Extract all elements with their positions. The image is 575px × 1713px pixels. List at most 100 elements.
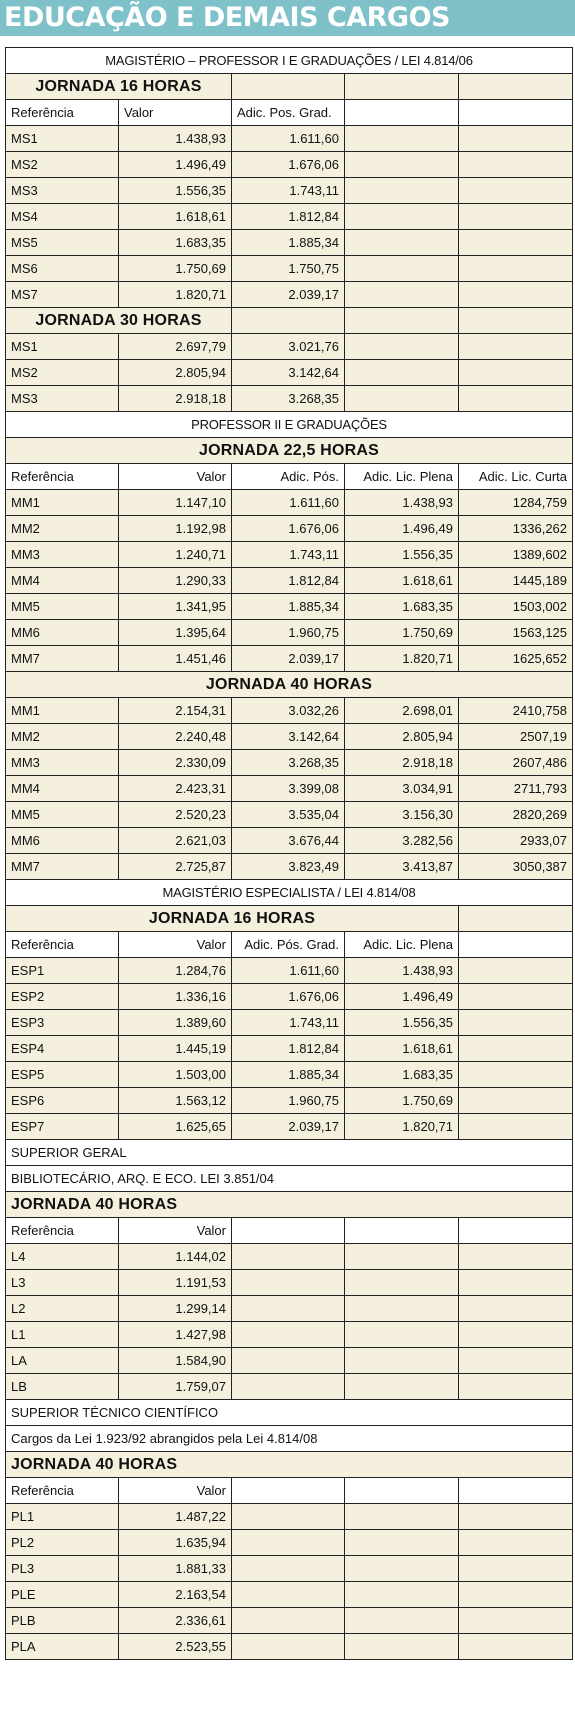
section-header-row: Cargos da Lei 1.923/92 abrangidos pela L… xyxy=(4,1425,574,1452)
reference-cell: MM2 xyxy=(5,723,119,750)
value-cell xyxy=(344,1633,459,1660)
value-cell xyxy=(231,1581,345,1608)
value-cell xyxy=(457,1295,574,1322)
value-cell xyxy=(231,1295,345,1322)
table-row: MM6 2.621,03 3.676,44 3.282,56 2933,07 xyxy=(5,827,574,854)
reference-cell: ESP4 xyxy=(5,1035,119,1062)
value-cell: 1.487,22 xyxy=(118,1503,232,1530)
value-cell: 3.535,04 xyxy=(231,801,345,828)
value-cell xyxy=(457,1581,574,1608)
table-row: MS7 1.820,71 2.039,17 xyxy=(5,281,574,308)
column-header: Adic. Pós. xyxy=(231,463,345,490)
section-header-row: BIBLIOTECÁRIO, ARQ. E ECO. LEI 3.851/04 xyxy=(4,1165,574,1192)
value-cell: 1.584,90 xyxy=(118,1347,232,1374)
value-cell xyxy=(457,1347,574,1374)
value-cell: 2.520,23 xyxy=(118,801,232,828)
value-cell: 1.389,60 xyxy=(118,1009,232,1036)
value-cell: 3.032,26 xyxy=(231,697,345,724)
reference-cell: MM1 xyxy=(5,489,119,516)
value-cell: 1.618,61 xyxy=(118,203,232,230)
column-header xyxy=(457,1217,574,1244)
value-cell: 1.611,60 xyxy=(231,125,345,152)
reference-cell: ESP7 xyxy=(5,1113,119,1140)
reference-cell: MS2 xyxy=(5,151,119,178)
section-header: PROFESSOR II E GRADUAÇÕES xyxy=(4,411,574,438)
value-cell: 1.299,14 xyxy=(118,1295,232,1322)
column-header: Valor xyxy=(118,931,232,958)
table-row: MM5 2.520,23 3.535,04 3.156,30 2820,269 xyxy=(5,801,574,828)
column-header: Valor xyxy=(118,463,232,490)
table-row: MM7 2.725,87 3.823,49 3.413,87 3050,387 xyxy=(5,853,574,880)
table-cell xyxy=(231,307,345,334)
value-cell: 1.556,35 xyxy=(344,1009,459,1036)
value-cell: 1.750,69 xyxy=(118,255,232,282)
table-row: ESP1 1.284,76 1.611,60 1.438,93 xyxy=(5,957,574,984)
column-header xyxy=(231,1217,345,1244)
column-header xyxy=(457,1477,574,1504)
table-row: PLA 2.523,55 xyxy=(5,1633,574,1660)
table-row: PL2 1.635,94 xyxy=(5,1529,574,1556)
column-header-row: Referência Valor Adic. Pos. Grad. xyxy=(5,99,574,126)
jornada-row: JORNADA 40 HORAS xyxy=(4,1191,574,1218)
value-cell: 1.820,71 xyxy=(344,1113,459,1140)
reference-cell: ESP5 xyxy=(5,1061,119,1088)
value-cell: 1.759,07 xyxy=(118,1373,232,1400)
column-header: Referência xyxy=(5,1217,119,1244)
value-cell: 2.154,31 xyxy=(118,697,232,724)
value-cell: 2.163,54 xyxy=(118,1581,232,1608)
value-cell xyxy=(344,385,459,412)
value-cell: 2933,07 xyxy=(457,827,574,854)
reference-cell: ESP1 xyxy=(5,957,119,984)
column-header-row: Referência Valor Adic. Pós. Grad. Adic. Lic… xyxy=(5,931,574,958)
salary-table-body: MAGISTÉRIO – PROFESSOR I E GRADUAÇÕES / … xyxy=(4,47,574,1660)
value-cell xyxy=(231,1633,345,1660)
reference-cell: MM1 xyxy=(5,697,119,724)
column-header-row: Referência Valor Adic. Pós. Adic. Lic. Plen… xyxy=(5,463,574,490)
value-cell: 1.812,84 xyxy=(231,203,345,230)
value-cell xyxy=(231,1243,345,1270)
jornada-title: JORNADA 30 HORAS xyxy=(5,307,232,334)
value-cell: 2.805,94 xyxy=(344,723,459,750)
value-cell: 3.156,30 xyxy=(344,801,459,828)
reference-cell: MM7 xyxy=(5,853,119,880)
value-cell: 2.698,01 xyxy=(344,697,459,724)
value-cell: 3.021,76 xyxy=(231,333,345,360)
reference-cell: L2 xyxy=(5,1295,119,1322)
jornada-title: JORNADA 16 HORAS xyxy=(5,73,232,100)
column-header xyxy=(344,99,459,126)
value-cell xyxy=(457,385,574,412)
value-cell: 1.881,33 xyxy=(118,1555,232,1582)
value-cell xyxy=(457,1555,574,1582)
value-cell: 1625,652 xyxy=(457,645,574,672)
value-cell xyxy=(457,1373,574,1400)
value-cell xyxy=(231,1347,345,1374)
value-cell: 3.142,64 xyxy=(231,359,345,386)
column-header xyxy=(344,1217,459,1244)
table-cell xyxy=(344,307,459,334)
column-header: Adic. Pos. Grad. xyxy=(231,99,345,126)
value-cell: 2507,19 xyxy=(457,723,574,750)
value-cell xyxy=(457,1061,574,1088)
table-row: PL3 1.881,33 xyxy=(5,1555,574,1582)
table-row: MS2 1.496,49 1.676,06 xyxy=(5,151,574,178)
reference-cell: ESP3 xyxy=(5,1009,119,1036)
value-cell xyxy=(231,1555,345,1582)
value-cell: 2.725,87 xyxy=(118,853,232,880)
table-row: MS3 2.918,18 3.268,35 xyxy=(5,385,574,412)
table-row: MS2 2.805,94 3.142,64 xyxy=(5,359,574,386)
value-cell xyxy=(457,1503,574,1530)
table-row: ESP3 1.389,60 1.743,11 1.556,35 xyxy=(5,1009,574,1036)
value-cell: 3.399,08 xyxy=(231,775,345,802)
table-row: ESP7 1.625,65 2.039,17 1.820,71 xyxy=(5,1113,574,1140)
section-header-row: PROFESSOR II E GRADUAÇÕES xyxy=(4,411,574,438)
column-header xyxy=(344,1477,459,1504)
reference-cell: MS5 xyxy=(5,229,119,256)
column-header: Adic. Lic. Plena xyxy=(344,463,459,490)
value-cell: 1.496,49 xyxy=(118,151,232,178)
value-cell: 1.885,34 xyxy=(231,593,345,620)
value-cell: 1.683,35 xyxy=(118,229,232,256)
section-header-row: MAGISTÉRIO – PROFESSOR I E GRADUAÇÕES / … xyxy=(4,47,574,74)
value-cell: 2.523,55 xyxy=(118,1633,232,1660)
value-cell xyxy=(457,1321,574,1348)
salary-table-container: MAGISTÉRIO – PROFESSOR I E GRADUAÇÕES / … xyxy=(4,47,574,1660)
